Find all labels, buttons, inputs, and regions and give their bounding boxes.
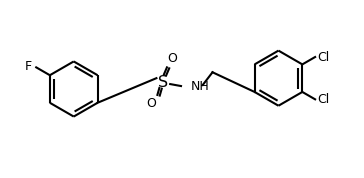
Text: NH: NH — [191, 80, 210, 93]
Text: O: O — [147, 97, 157, 110]
Text: Cl: Cl — [317, 51, 329, 64]
Text: F: F — [25, 60, 32, 73]
Text: Cl: Cl — [317, 93, 329, 106]
Text: S: S — [158, 75, 169, 90]
Text: O: O — [167, 52, 177, 65]
